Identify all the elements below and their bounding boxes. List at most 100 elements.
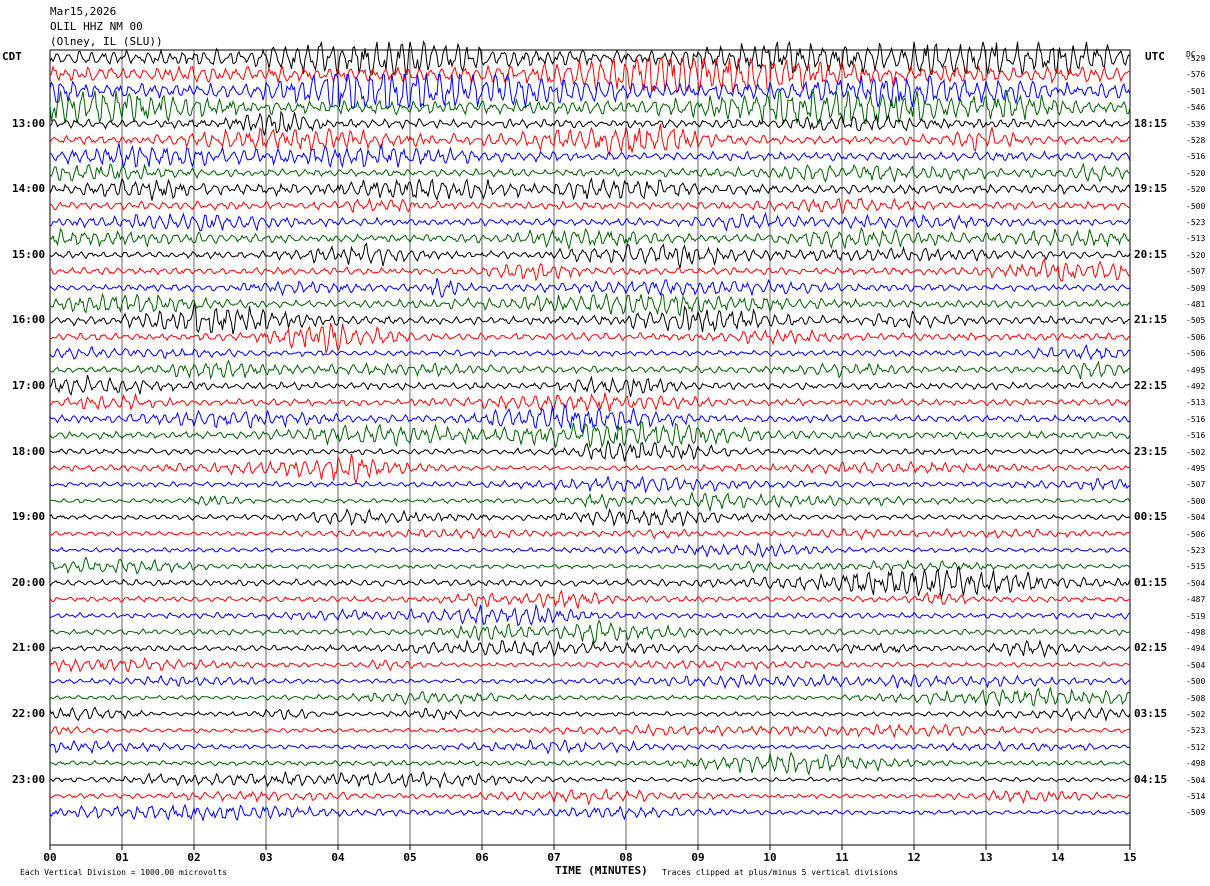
- seismic-trace: [49, 226, 1131, 251]
- seismic-trace: [49, 491, 1131, 513]
- seismic-trace: [49, 508, 1131, 528]
- x-tick-label: 04: [331, 851, 345, 864]
- right-hour-label: 00:15: [1134, 510, 1168, 524]
- dc-offset-label: -500: [1186, 677, 1206, 687]
- seismic-trace: [49, 72, 1131, 109]
- right-timezone-label: UTC: [1145, 50, 1165, 63]
- dc-offset-label: -498: [1186, 759, 1206, 769]
- right-hour-label: 03:15: [1134, 707, 1168, 720]
- right-hour-label: 02:15: [1134, 641, 1168, 655]
- dc-offset-label: -520: [1186, 168, 1206, 178]
- dc-offset-label: -506: [1186, 349, 1206, 359]
- right-hour-label: 23:15: [1134, 444, 1168, 458]
- dc-offset-label: -498: [1186, 628, 1206, 637]
- left-hour-label: 19:00: [12, 510, 46, 524]
- seismic-trace: [49, 56, 1131, 93]
- left-hour-label: 20:00: [12, 575, 46, 589]
- x-tick-label: 01: [115, 851, 129, 864]
- left-hour-label: 22:00: [12, 707, 46, 720]
- seismic-trace: [49, 673, 1131, 690]
- dc-offset-label: -539: [1186, 119, 1206, 129]
- dc-offset-label: -494: [1186, 644, 1206, 654]
- right-hour-label: 01:15: [1134, 575, 1168, 589]
- right-hour-label: 04:15: [1134, 772, 1168, 786]
- seismic-trace: [49, 706, 1131, 723]
- left-hour-label: 21:00: [12, 641, 46, 655]
- dc-offset-label: -509: [1186, 283, 1206, 293]
- left-hour-label: 18:00: [12, 444, 46, 458]
- seismic-trace: [49, 687, 1131, 708]
- date-label: Mar15,2026: [50, 5, 117, 18]
- seismic-trace: [49, 89, 1131, 125]
- dc-offset-label: -506: [1186, 332, 1206, 342]
- dc-offset-label: -481: [1186, 300, 1206, 309]
- seismic-trace: [49, 656, 1131, 673]
- seismic-trace: [49, 589, 1131, 610]
- dc-offset-label: -504: [1186, 513, 1206, 523]
- x-tick-label: 00: [43, 851, 57, 864]
- seismic-trace: [49, 162, 1131, 183]
- dc-offset-label: -523: [1186, 726, 1206, 736]
- x-tick-label: 12: [907, 851, 921, 864]
- dc-offset-label: -502: [1186, 447, 1206, 457]
- dc-offset-label: -513: [1186, 398, 1206, 408]
- dc-offset-label: -528: [1186, 136, 1206, 145]
- dc-header-label: DC: [1186, 50, 1196, 59]
- plot-frame: [49, 49, 1131, 846]
- seismic-trace: [49, 803, 1131, 821]
- dc-offset-label: -502: [1186, 710, 1206, 719]
- location-label: (Olney, IL (SLU)): [50, 35, 163, 48]
- dc-offset-label: -495: [1186, 365, 1206, 375]
- dc-offset-label: -492: [1186, 382, 1206, 391]
- dc-offset-label: -500: [1186, 201, 1206, 211]
- x-tick-label: 11: [835, 851, 849, 864]
- dc-offset-label: -520: [1186, 250, 1206, 260]
- seismic-trace: [49, 453, 1131, 485]
- dc-offset-label: -576: [1186, 70, 1206, 80]
- seismic-trace: [49, 565, 1131, 600]
- seismic-trace: [49, 197, 1131, 215]
- seismic-trace: [49, 359, 1131, 381]
- seismic-trace: [49, 211, 1131, 232]
- left-hour-label: 14:00: [12, 182, 46, 196]
- left-hour-label: 13:00: [12, 116, 46, 130]
- seismic-trace: [49, 110, 1131, 136]
- seismic-trace: [49, 603, 1131, 627]
- dc-offset-label: -504: [1186, 775, 1206, 785]
- seismic-trace: [49, 392, 1131, 413]
- right-hour-label: 18:15: [1134, 116, 1168, 130]
- seismic-trace: [49, 738, 1131, 755]
- x-tick-label: 10: [763, 851, 777, 864]
- seismic-trace: [49, 403, 1131, 434]
- dc-offset-label: -507: [1186, 267, 1206, 277]
- seismic-trace: [49, 258, 1131, 282]
- dc-offset-label: -505: [1186, 316, 1206, 326]
- seismic-trace: [49, 639, 1131, 659]
- dc-offset-label: -523: [1186, 218, 1206, 227]
- dc-offset-label: -514: [1186, 792, 1206, 801]
- dc-offset-label: -516: [1186, 431, 1206, 441]
- seismic-trace: [49, 619, 1131, 645]
- dc-offset-label: -504: [1186, 578, 1206, 588]
- dc-offset-label: -504: [1186, 660, 1206, 670]
- x-tick-label: 02: [187, 851, 201, 864]
- x-tick-label: 03: [259, 851, 273, 864]
- seismic-trace: [49, 771, 1131, 790]
- seismic-trace: [49, 439, 1131, 462]
- seismic-trace: [49, 176, 1131, 201]
- scale-note: Each Vertical Division = 1000.00 microvo…: [20, 868, 228, 877]
- seismic-trace: [49, 322, 1131, 354]
- station-label: OLIL HHZ NM 00: [50, 20, 143, 33]
- left-hour-label: 16:00: [12, 313, 46, 327]
- seismic-trace: [49, 542, 1131, 559]
- left-timezone-label: CDT: [2, 50, 22, 63]
- dc-offset-label: -509: [1186, 808, 1206, 818]
- dc-offset-label: -508: [1186, 693, 1206, 703]
- seismic-trace: [49, 788, 1131, 806]
- dc-offset-label: -520: [1186, 185, 1206, 195]
- left-hour-label: 17:00: [12, 379, 46, 392]
- x-tick-label: 14: [1051, 851, 1065, 864]
- dc-offset-label: -523: [1186, 546, 1206, 555]
- dc-offset-label: -506: [1186, 529, 1206, 539]
